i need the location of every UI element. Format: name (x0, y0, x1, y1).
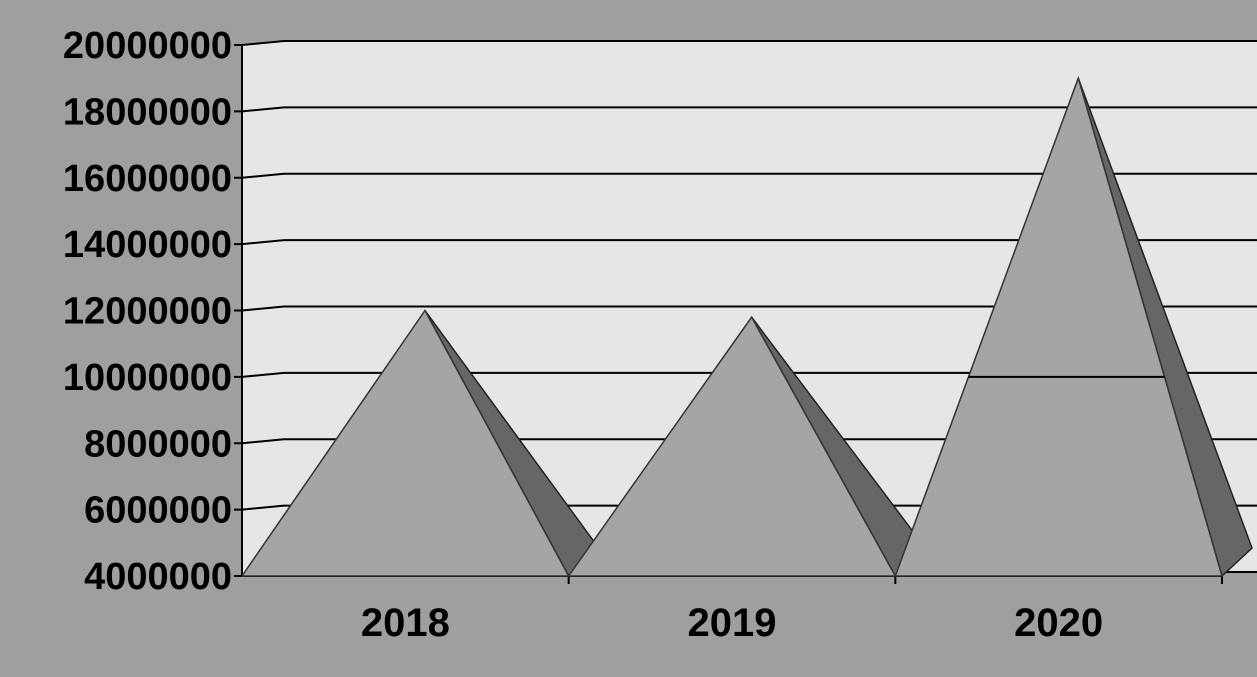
y-tick-label: 18000000 (63, 91, 232, 133)
gridline (241, 371, 1257, 378)
pyramid-bar (894, 75, 1253, 578)
x-tick-label: 2019 (688, 601, 777, 645)
y-tick-label: 20000000 (63, 25, 232, 67)
pyramid-bars (240, 75, 1253, 578)
gridline (241, 239, 1257, 246)
x-tick-label: 2018 (361, 601, 450, 645)
gridline (241, 106, 1257, 113)
y-tick-label: 10000000 (63, 357, 232, 399)
pyramid-front-face (240, 309, 570, 577)
y-tick-label: 14000000 (63, 224, 232, 266)
y-tick-labels: 4000000 6000000 8000000 10000000 12000000 140… (63, 25, 232, 598)
gridline (241, 305, 1257, 312)
gridline (241, 438, 1257, 445)
x-tick-labels: 2018 2019 2020 (361, 601, 1103, 645)
x-tick-label: 2020 (1014, 601, 1103, 645)
y-tick-label: 4000000 (84, 556, 232, 598)
pyramid-front-face (894, 75, 1223, 577)
gridline (241, 172, 1257, 179)
y-tick-label: 12000000 (63, 291, 232, 333)
y-tick-label: 8000000 (84, 423, 232, 465)
pyramid-bar (240, 309, 600, 578)
y-tick-label: 6000000 (84, 490, 232, 532)
y-tick-label: 16000000 (63, 158, 232, 200)
pyramid-front-face (567, 315, 897, 577)
gridline (241, 40, 1257, 46)
